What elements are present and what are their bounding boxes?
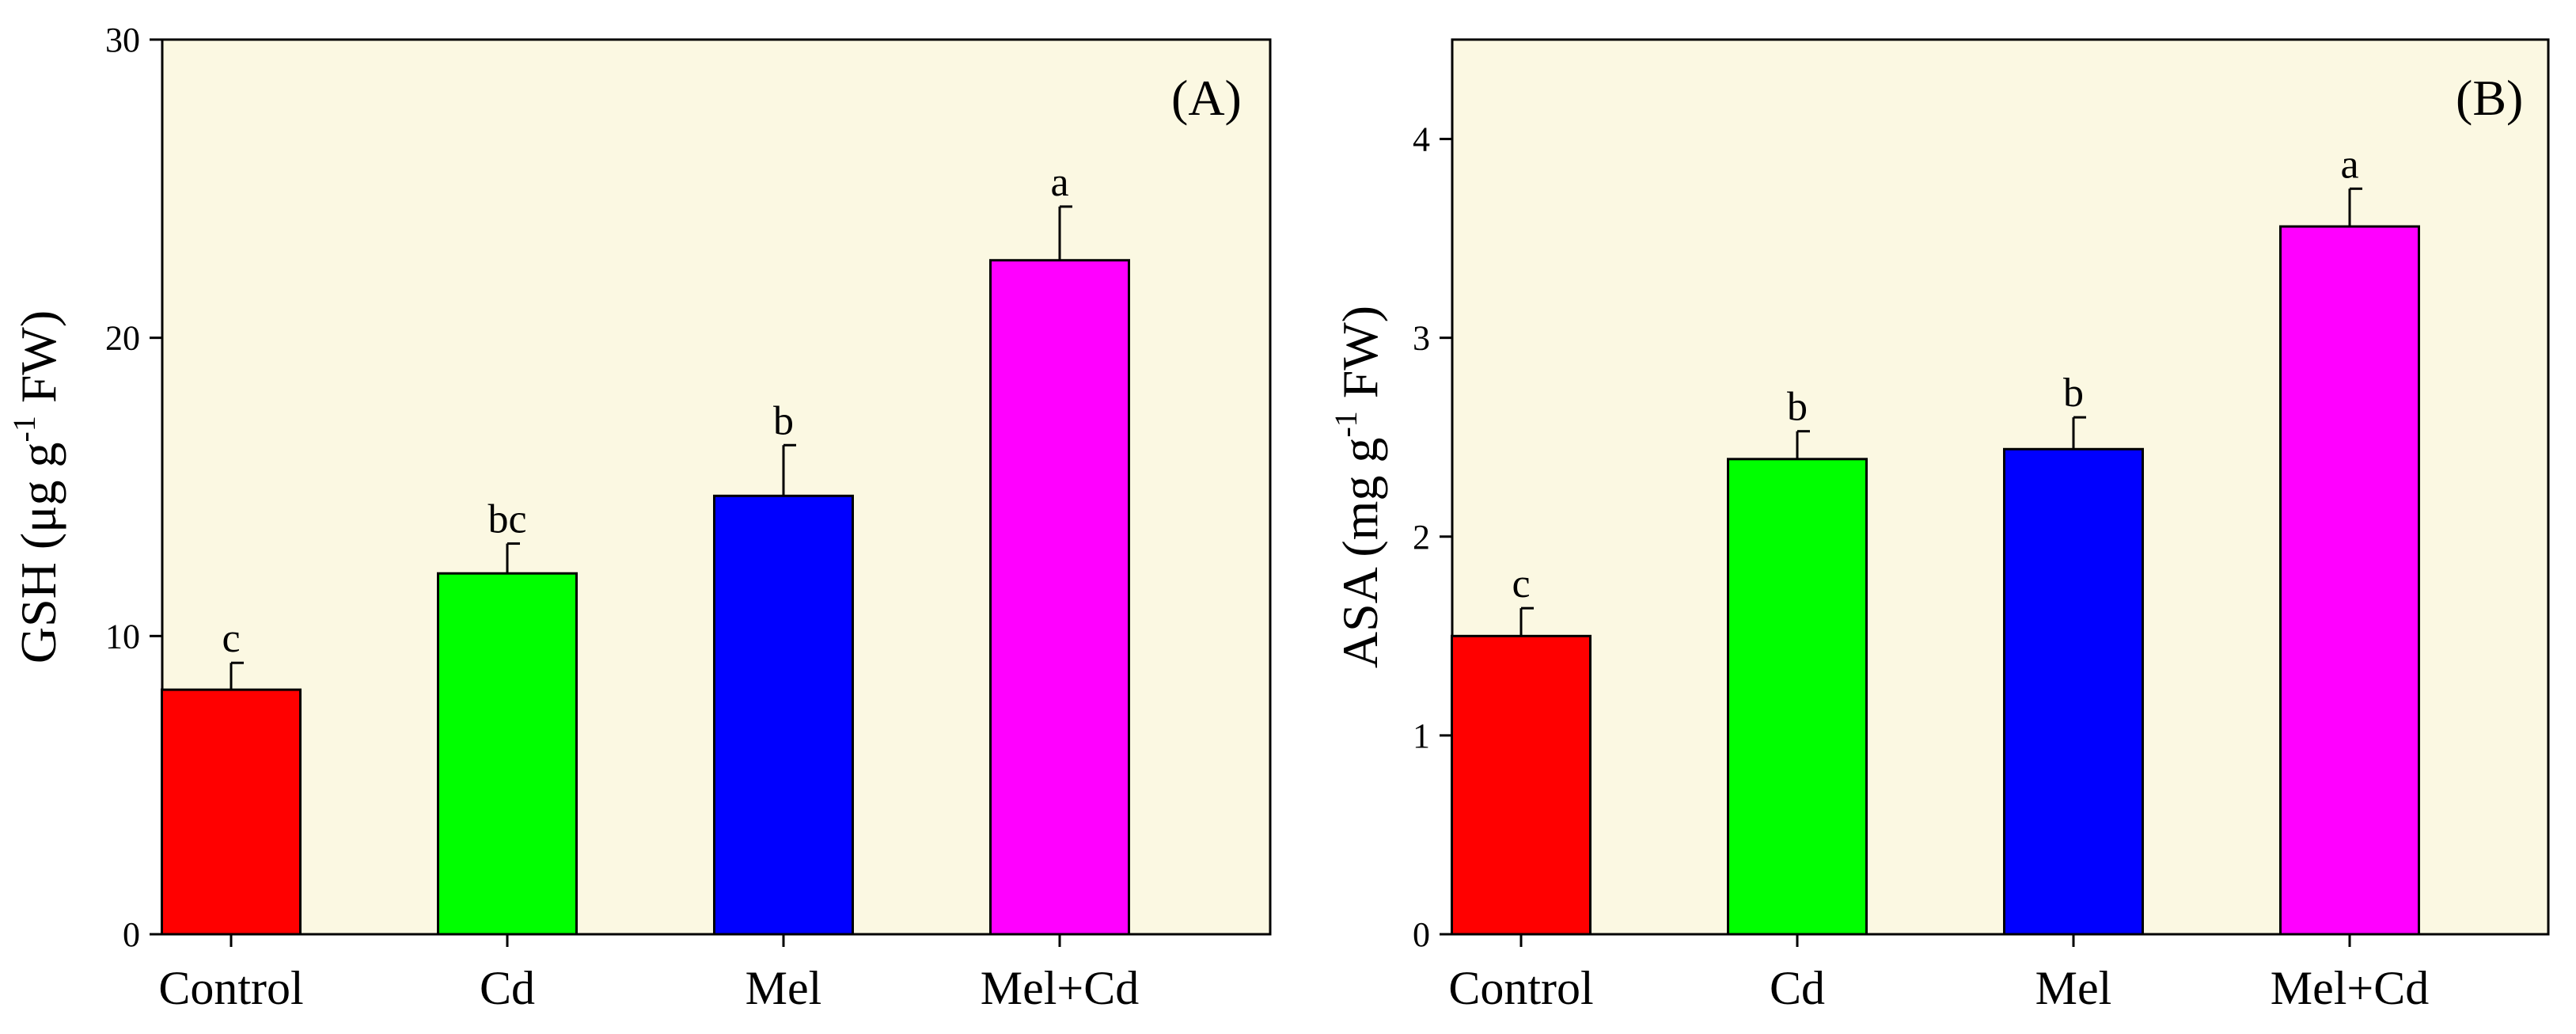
- bar-control: [161, 688, 302, 936]
- y-tick-label: 20: [105, 319, 140, 358]
- bar-mel-cd: [989, 259, 1130, 936]
- x-category-label: Cd: [480, 962, 535, 1014]
- bar-mel: [713, 494, 854, 936]
- y-tick-label: 1: [1413, 717, 1430, 755]
- chart-panel-1: 0 10 20 30 c Control bc Cd b Mel a Mel+Cd (A) GSH (μg…: [6, 21, 1272, 1014]
- x-category-label: Mel+Cd: [981, 962, 1140, 1014]
- bar-control: [1451, 634, 1592, 936]
- bar-mel: [2003, 447, 2144, 936]
- y-tick-label: 30: [105, 21, 140, 59]
- bar-cd: [437, 572, 578, 936]
- significance-letter: b: [1787, 385, 1808, 430]
- panel-label: (B): [2456, 70, 2523, 126]
- x-category-label: Cd: [1770, 962, 1825, 1014]
- significance-letter: c: [222, 616, 240, 661]
- x-category-label: Mel+Cd: [2271, 962, 2430, 1014]
- significance-letter: b: [773, 398, 794, 443]
- y-axis-title: ASA (mg g-1 FW): [1328, 306, 1388, 668]
- y-tick-label: 3: [1413, 319, 1430, 358]
- chart-panel-2: 0 1 2 3 4 c Control b Cd b Mel a Mel+Cd (B) ASA (mg g-…: [1328, 38, 2550, 1014]
- x-category-label: Control: [158, 962, 303, 1014]
- significance-letter: a: [1050, 160, 1068, 205]
- y-tick-label: 0: [123, 915, 140, 954]
- y-tick-label: 4: [1413, 120, 1430, 159]
- significance-letter: c: [1512, 561, 1530, 606]
- significance-letter: b: [2063, 371, 2084, 416]
- y-tick-label: 10: [105, 617, 140, 656]
- y-tick-label: 0: [1413, 915, 1430, 954]
- y-axis-title: GSH (μg g-1 FW): [6, 310, 66, 663]
- panel-label: (A): [1171, 70, 1242, 126]
- bar-mel-cd: [2279, 225, 2420, 936]
- x-category-label: Mel: [2035, 962, 2112, 1014]
- significance-letter: a: [2340, 142, 2358, 187]
- x-category-label: Control: [1448, 962, 1593, 1014]
- significance-letter: bc: [488, 497, 526, 542]
- bar-cd: [1727, 458, 1868, 936]
- y-tick-label: 2: [1413, 518, 1430, 557]
- x-category-label: Mel: [745, 962, 822, 1014]
